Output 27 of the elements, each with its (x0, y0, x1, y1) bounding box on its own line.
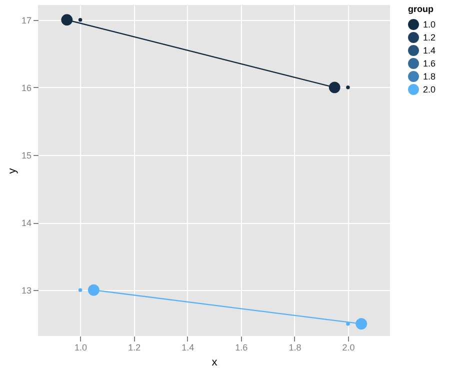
y-tick-label: 14 (21, 218, 32, 228)
x-axis-title: x (212, 356, 218, 368)
y-tick-label: 15 (21, 150, 32, 160)
legend-label: 1.2 (423, 32, 436, 42)
legend-label: 1.0 (423, 20, 436, 30)
legend-label: 1.4 (423, 46, 436, 56)
legend-label: 1.8 (423, 72, 436, 82)
point (78, 18, 82, 22)
point (346, 86, 350, 90)
x-tick-label: 1.2 (128, 342, 141, 352)
legend-label: 2.0 (423, 84, 436, 94)
y-tick-label: 16 (21, 82, 32, 93)
y-tick-label: 17 (21, 15, 32, 26)
point (328, 82, 340, 94)
x-tick-label: 1.6 (235, 342, 248, 352)
x-tick-label: 2.0 (342, 342, 355, 352)
x-tick-label: 1.4 (182, 342, 194, 352)
y-axis-title: y (6, 168, 18, 174)
point (61, 14, 73, 26)
x-tick-label: 1.0 (74, 342, 88, 352)
point (78, 288, 82, 292)
legend-label: 1.6 (423, 58, 436, 68)
x-tick-label: 1.8 (288, 342, 302, 352)
point (356, 318, 368, 330)
y-tick-label: 13 (21, 286, 32, 296)
point (88, 284, 100, 296)
legend-title: group (408, 4, 434, 14)
